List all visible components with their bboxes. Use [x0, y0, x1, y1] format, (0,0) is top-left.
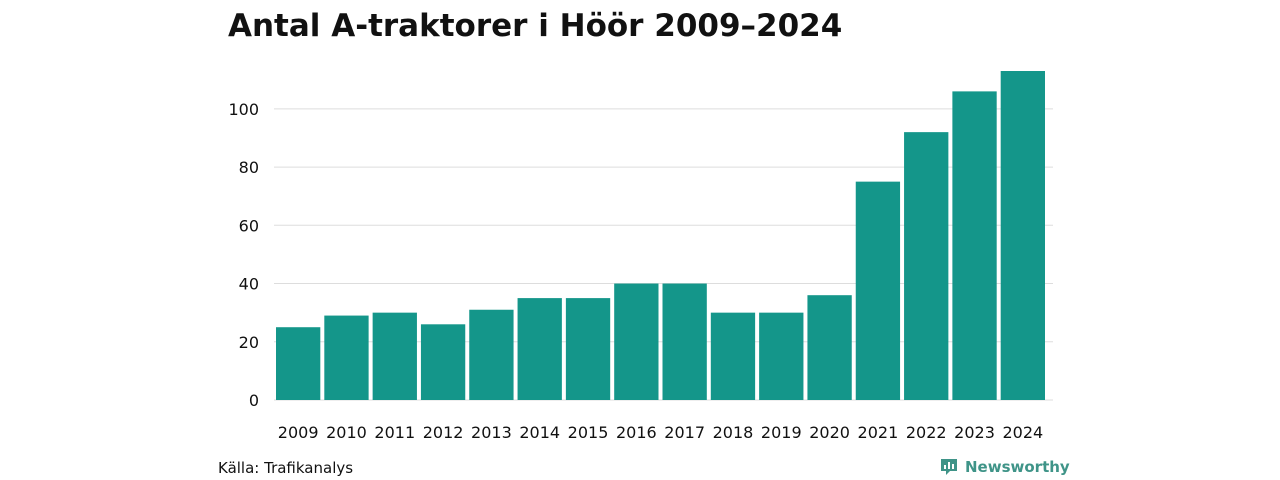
newsworthy-logo-icon: [941, 459, 957, 475]
bar-2015: [565, 298, 611, 400]
chart-title: Antal A-traktorer i Höör 2009–2024: [228, 8, 843, 44]
bar-2009: [276, 327, 321, 400]
bar-2022: [904, 132, 949, 400]
bar-2019: [759, 312, 804, 400]
x-tick-label: 2009: [278, 423, 319, 442]
bar-2014: [517, 298, 562, 400]
y-tick-label: 80: [239, 158, 259, 177]
x-tick-label: 2012: [423, 423, 464, 442]
bar-2013: [469, 309, 514, 400]
y-tick-label: 20: [239, 333, 259, 352]
x-tick-label: 2013: [471, 423, 512, 442]
bar-2023: [952, 91, 997, 400]
bar-2016: [614, 283, 659, 400]
bar-2020: [807, 295, 852, 400]
bar-2018: [710, 312, 756, 400]
bar-2024: [1000, 71, 1045, 400]
x-tick-label: 2020: [809, 423, 850, 442]
bar-2017: [662, 283, 707, 400]
x-tick-label: 2016: [616, 423, 657, 442]
brand-logo: Newsworthy: [939, 456, 1070, 478]
source-note: Källa: Trafikanalys: [218, 459, 354, 477]
x-tick-label: 2019: [761, 423, 802, 442]
x-tick-label: 2011: [374, 423, 415, 442]
y-tick-label: 0: [249, 391, 259, 410]
x-tick-label: 2024: [1002, 423, 1043, 442]
x-tick-label: 2015: [568, 423, 609, 442]
bar-2011: [372, 312, 417, 400]
x-tick-label: 2014: [519, 423, 560, 442]
y-tick-label: 100: [228, 100, 259, 119]
bar-2021: [855, 181, 901, 400]
x-tick-label: 2018: [713, 423, 754, 442]
bar-2012: [420, 324, 466, 400]
brand-name: Newsworthy: [965, 458, 1070, 476]
bar-2010: [324, 315, 369, 400]
x-tick-label: 2010: [326, 423, 367, 442]
y-tick-label: 40: [239, 275, 259, 294]
x-axis-ticks: 2009 2010 2011 2012 2013 2014 2015 2016 2017 2018…: [278, 423, 1043, 442]
x-tick-label: 2021: [858, 423, 899, 442]
x-tick-label: 2017: [664, 423, 705, 442]
y-axis-ticks: 0 20 40 60 80 100: [228, 100, 259, 410]
y-tick-label: 60: [239, 216, 259, 235]
bars: [276, 71, 1045, 400]
x-tick-label: 2023: [954, 423, 995, 442]
x-tick-label: 2022: [906, 423, 947, 442]
